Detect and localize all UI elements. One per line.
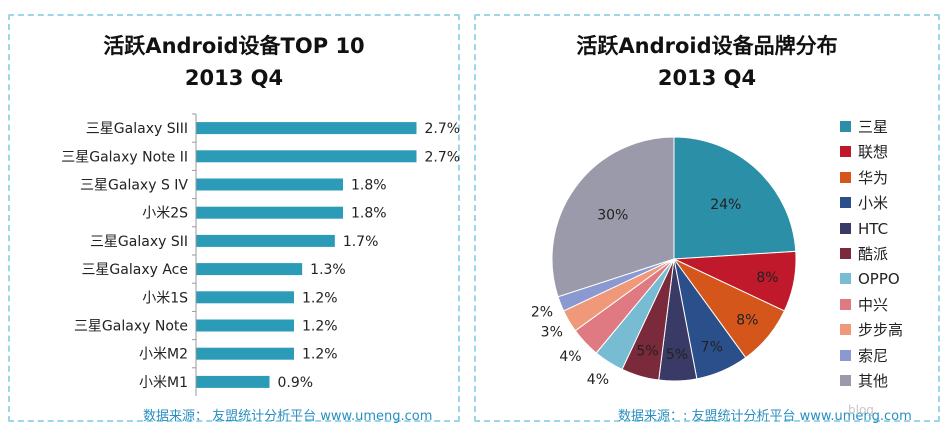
watermark: blog: [848, 403, 874, 417]
bar-8: [196, 347, 294, 360]
data-label-4: 1.7%: [343, 234, 379, 250]
pie-chart: 24% 8% 8% 7% 5% 5% 4% 4% 3% 2% 30%: [531, 136, 797, 388]
data-label-9: 0.9%: [278, 375, 314, 391]
legend-swatch: [840, 197, 851, 209]
bar-chart-title: 活跃Android设备TOP 10: [103, 34, 365, 58]
legend-swatch: [840, 298, 851, 310]
pie-chart-source: 数据来源：: 友盟统计分析平台 www.umeng.com: [618, 409, 912, 424]
bar-4: [196, 234, 335, 247]
legend-swatch: [840, 171, 851, 183]
data-label-6: 1.2%: [302, 290, 338, 306]
bar-0: [196, 122, 417, 135]
category-label-5: 三星Galaxy Ace: [81, 262, 188, 278]
right-chart-panel: 活跃Android设备品牌分布 2013 Q4 24% 8% 8% 7% 5% 5% 4% 4…: [474, 14, 940, 424]
legend-label: 联想: [858, 143, 889, 162]
bar-1: [196, 150, 417, 163]
data-label-3: 1.8%: [351, 206, 387, 222]
bar-chart-subtitle: 2013 Q4: [184, 66, 284, 90]
pie-slice-10: [551, 136, 675, 298]
bar-6: [196, 291, 294, 304]
data-label-7: 1.2%: [302, 319, 338, 335]
legend-label: 步步高: [858, 321, 904, 340]
data-label-0: 2.7%: [425, 121, 461, 137]
bar-5: [196, 263, 303, 276]
category-label-4: 三星Galaxy SII: [90, 234, 188, 250]
category-label-2: 三星Galaxy S IV: [80, 178, 188, 194]
legend-swatch: [840, 375, 851, 386]
category-label-7: 三星Galaxy Note: [74, 319, 188, 335]
pie-chart-title: 活跃Android设备品牌分布: [576, 34, 838, 58]
bar-chart: 三星Galaxy SIII 2.7% 三星Galaxy Note II 2.7% 三星G…: [61, 113, 461, 396]
left-chart-panel: 活跃Android设备TOP 10 2013 Q4 三星Galaxy SIII 2…: [8, 14, 461, 424]
data-label-2: 1.8%: [351, 178, 387, 194]
pie-label-3: 7%: [701, 339, 723, 355]
category-label-8: 小米M2: [139, 347, 188, 363]
pie-label-0: 24%: [710, 197, 741, 213]
legend-label: 其他: [858, 372, 889, 390]
legend-swatch: [840, 349, 851, 361]
category-label-3: 小米2S: [142, 206, 188, 222]
legend-label: HTC: [858, 219, 889, 238]
legend-swatch: [840, 273, 851, 285]
legend-label: 三星: [858, 118, 889, 136]
pie-label-10: 30%: [597, 208, 628, 224]
legend-swatch: [840, 324, 851, 336]
legend-label: OPPO: [858, 270, 900, 289]
bar-7: [196, 319, 294, 332]
legend-label: 中兴: [858, 295, 889, 314]
data-label-8: 1.2%: [302, 347, 338, 363]
data-label-5: 1.3%: [310, 262, 346, 278]
category-label-1: 三星Galaxy Note II: [61, 149, 188, 165]
pie-label-5: 5%: [636, 343, 658, 359]
pie-chart-subtitle: 2013 Q4: [657, 66, 757, 90]
pie-slice-0: [673, 136, 797, 260]
legend-label: 酷派: [858, 245, 889, 263]
legend-swatch: [840, 146, 851, 158]
bar-9: [196, 375, 270, 388]
legend-swatch: [840, 222, 851, 234]
pie-label-2: 8%: [736, 313, 758, 329]
pie-label-1: 8%: [756, 270, 778, 286]
category-label-6: 小米1S: [142, 290, 188, 306]
pie-label-8: 3%: [541, 324, 563, 340]
data-label-1: 2.7%: [425, 149, 461, 165]
bar-chart-source: 数据来源： 友盟统计分析平台 www.umeng.com: [143, 409, 433, 424]
legend-label: 小米: [858, 194, 889, 213]
legend-swatch: [840, 121, 851, 132]
pie-label-9: 2%: [531, 304, 553, 320]
bar-2: [196, 178, 343, 191]
bar-3: [196, 206, 343, 219]
category-label-0: 三星Galaxy SIII: [86, 121, 188, 137]
legend-label: 华为: [858, 168, 889, 187]
pie-label-4: 5%: [666, 347, 688, 363]
legend-swatch: [840, 248, 851, 259]
category-label-9: 小米M1: [139, 375, 188, 391]
pie-label-7: 4%: [559, 349, 581, 365]
pie-label-6: 4%: [587, 372, 609, 388]
legend-label: 索尼: [858, 346, 889, 365]
